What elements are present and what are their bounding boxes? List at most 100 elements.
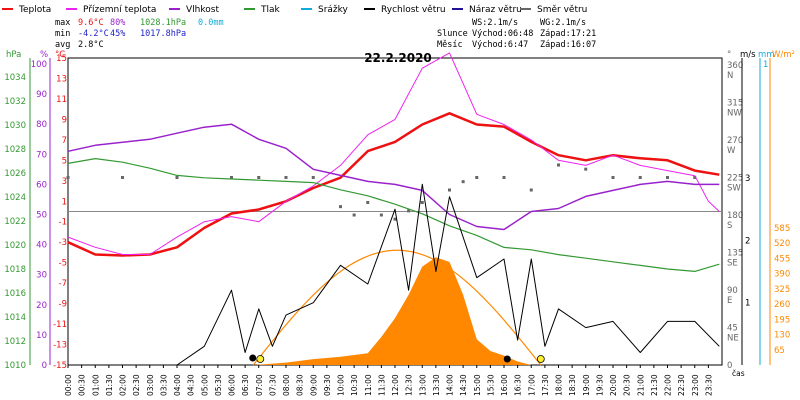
dir-tick-16: 0 [727,361,732,371]
hpa-tick-6: 1022 [4,217,26,227]
wind-dir-point-16 [475,176,479,179]
stat-max-press: 1028.1hPa [140,18,186,28]
pct-tick-2: 80 [36,120,47,130]
degc-tick-11: -7 [59,279,67,289]
x-tick-44: 22:00 [664,374,673,396]
x-tick-17: 08:30 [296,374,305,396]
x-tick-24: 12:00 [391,374,400,396]
x-tick-46: 23:00 [691,374,700,396]
stat-avg-temp: 2.8°C [78,40,104,50]
legend-label-3: Tlak [260,5,281,15]
hpa-tick-8: 1018 [4,265,26,275]
wind-dir-point-15 [461,180,465,184]
x-tick-14: 07:00 [255,374,264,396]
sun-label: Slunce [437,29,468,39]
wind-dir-point-5 [284,176,288,179]
wind-dir-point-7 [339,205,342,209]
wg-value: WG:2.1m/s [540,18,586,28]
wm2-tick-2: 455 [774,254,790,264]
dir-tick-5: W [727,146,736,156]
wm2-tick-8: 65 [774,346,785,356]
wind-dir-point-13 [420,201,424,204]
ms-tick-2: 1 [745,299,750,309]
wm2-tick-6: 195 [774,315,790,325]
degc-tick-5: 5 [62,156,67,166]
stat-max-rain: 0.0mm [198,18,224,28]
ws-value: WS:2.1m/s [472,18,518,28]
stat-min-press: 1017.8hPa [140,29,186,39]
dir-tick-4: 270 [727,136,743,146]
hpa-tick-11: 1012 [4,337,26,347]
x-tick-28: 14:00 [446,374,455,396]
dir-tick-8: 180 [727,211,743,221]
sun-curve [252,249,542,366]
moonrise-value: Východ:6:47 [472,40,528,50]
ms-axis-label: m/s [740,50,756,60]
wind-dir-point-22 [638,176,642,179]
dir-tick-9: S [727,221,732,231]
hpa-tick-7: 1020 [4,241,26,251]
x-tick-30: 15:00 [473,374,482,396]
wind-dir-point-17 [502,176,506,179]
stat-avg-label: avg [55,40,70,50]
series-line-4 [68,183,720,366]
moonrise-marker [249,354,257,362]
x-tick-5: 02:30 [132,374,141,396]
x-tick-26: 13:00 [418,374,427,396]
wind-dir-point-18 [529,188,533,192]
series-line-1 [67,52,720,255]
dir-tick-2: 315 [727,99,743,109]
wm2-tick-7: 130 [774,331,790,341]
hpa-tick-5: 1024 [4,193,26,203]
wm2-tick-3: 390 [774,270,790,280]
x-axis-label: čas [732,369,745,378]
ms-tick-0: 3 [745,174,750,184]
hpa-axis-label: hPa [6,50,21,60]
x-tick-11: 05:30 [214,374,223,396]
x-tick-22: 11:00 [364,374,373,396]
sunrise-marker [256,355,265,363]
pct-tick-6: 40 [36,241,47,251]
pct-tick-4: 60 [36,180,47,190]
x-tick-20: 10:00 [337,374,346,396]
degc-axis-label: °C [55,50,65,60]
x-tick-4: 02:00 [119,374,128,396]
legend-label-1: Přízemní teplota [83,5,156,15]
hpa-tick-9: 1016 [4,289,26,299]
hpa-tick-1: 1032 [4,97,26,107]
degc-tick-13: -11 [53,320,67,330]
degc-tick-3: 9 [62,115,67,125]
degc-tick-4: 7 [62,136,67,146]
pct-tick-9: 10 [36,331,47,341]
x-tick-45: 22:30 [677,374,686,396]
x-tick-42: 21:00 [636,374,645,396]
x-tick-33: 16:30 [514,374,523,396]
pct-tick-8: 20 [36,301,47,311]
stat-min-label: min [55,29,70,39]
x-tick-6: 03:00 [146,374,155,396]
wind-dir-point-20 [584,167,588,171]
legend-label-4: Srážky [318,5,349,15]
pct-tick-1: 90 [36,90,47,100]
degc-tick-10: -5 [59,259,67,269]
wind-dir-point-3 [230,176,233,179]
x-tick-35: 17:30 [541,374,550,396]
degc-tick-2: 11 [56,95,67,105]
wm2-tick-1: 520 [774,239,790,249]
moonset-value: Západ:16:07 [540,40,596,50]
stat-max-temp: 9.6°C [78,18,104,28]
stat-max-label: max [55,18,70,28]
x-tick-31: 15:30 [486,374,495,396]
pct-tick-3: 70 [36,150,47,160]
x-tick-8: 04:00 [173,374,182,396]
sunset-value: Západ:17:21 [540,29,596,39]
legend-label-6: Náraz větru [469,5,522,15]
wind-dir-point-4 [257,176,261,179]
degc-tick-8: -1 [59,218,67,228]
hpa-tick-10: 1014 [4,313,26,323]
x-tick-39: 19:30 [595,374,604,396]
dir-tick-12: 90 [727,286,738,296]
legend: Teplota Přízemní teplota Vlhkost Tlak Srážky… [2,5,587,15]
mm-axis-label: mm [758,50,775,60]
